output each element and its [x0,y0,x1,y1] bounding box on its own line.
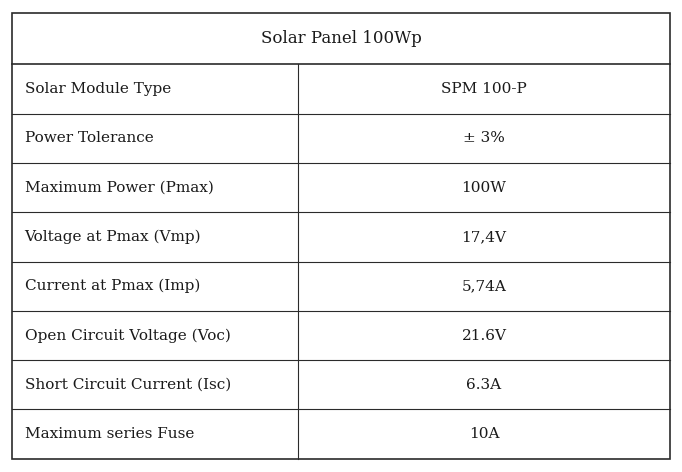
Text: SPM 100-P: SPM 100-P [441,82,527,96]
Text: Open Circuit Voltage (Voc): Open Circuit Voltage (Voc) [25,329,231,343]
Text: Current at Pmax (Imp): Current at Pmax (Imp) [25,279,200,294]
Text: Maximum Power (Pmax): Maximum Power (Pmax) [25,181,213,194]
Text: 5,74A: 5,74A [462,279,507,293]
Text: Maximum series Fuse: Maximum series Fuse [25,427,194,441]
Text: ± 3%: ± 3% [463,131,505,145]
Text: Solar Panel 100Wp: Solar Panel 100Wp [261,30,421,47]
Text: Power Tolerance: Power Tolerance [25,131,153,145]
Text: 21.6V: 21.6V [462,329,507,343]
Text: 6.3A: 6.3A [466,378,501,392]
Text: Voltage at Pmax (Vmp): Voltage at Pmax (Vmp) [25,230,201,244]
Text: 10A: 10A [469,427,499,441]
Text: Short Circuit Current (Isc): Short Circuit Current (Isc) [25,378,231,392]
Text: Solar Module Type: Solar Module Type [25,82,170,96]
Text: 17,4V: 17,4V [462,230,507,244]
Text: 100W: 100W [462,181,507,194]
